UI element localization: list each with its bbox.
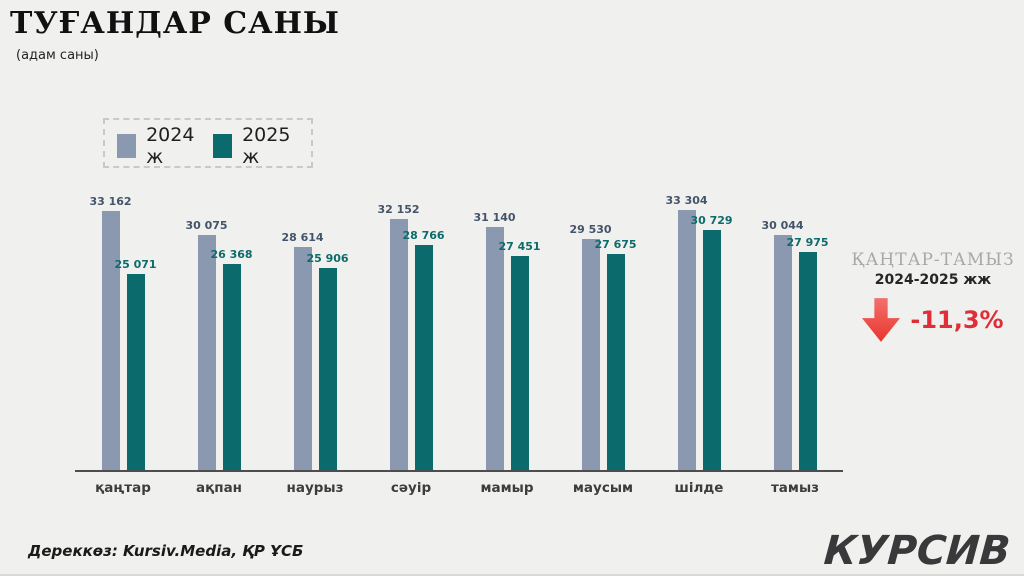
value-label: 27 451 — [498, 240, 541, 253]
bar-group-маусым: 29 530 27 675 — [555, 210, 651, 470]
bar-chart: 33 162 25 071 30 075 26 368 28 614 25 906 32 1… — [75, 194, 843, 470]
chart-legend: 2024 ж 2025 ж — [103, 118, 313, 168]
value-label: 28 766 — [402, 229, 445, 242]
summary-annotation: ҚАҢТАР-ТАМЫЗ 2024-2025 жж -11,3% — [848, 250, 1018, 342]
bar-2025-ж — [702, 230, 721, 470]
value-label: 32 152 — [377, 203, 420, 216]
value-label: 33 304 — [665, 194, 708, 207]
x-axis-label-наурыз: наурыз — [286, 480, 344, 496]
value-label: 26 368 — [210, 248, 253, 261]
value-label: 33 162 — [89, 195, 132, 208]
legend-label-2024: 2024 ж — [146, 124, 195, 168]
annotation-period: ҚАҢТАР-ТАМЫЗ — [851, 250, 1015, 270]
bar-2024-ж — [197, 235, 216, 470]
x-axis-label-мамыр: мамыр — [480, 480, 534, 496]
bar-group-қаңтар: 33 162 25 071 — [75, 195, 171, 470]
x-axis-labels: қаңтар ақпан наурыз сәуір мамыр маусым шілде та… — [75, 480, 843, 496]
bar-2025-ж — [798, 252, 817, 470]
bar-group-ақпан: 30 075 26 368 — [171, 210, 267, 470]
bar-col: 27 675 — [594, 210, 637, 470]
bar-2025-ж — [318, 268, 337, 470]
bar-col: 32 152 — [377, 203, 420, 470]
bar-col: 27 975 — [786, 210, 829, 470]
bar-2025-ж — [222, 264, 241, 470]
bar-2024-ж — [773, 235, 792, 470]
bar-col: 25 071 — [114, 210, 157, 470]
bar-col: 27 451 — [498, 210, 541, 470]
bar-2024-ж — [677, 210, 696, 470]
change-percent: -11,3% — [910, 306, 1004, 334]
bar-col: 30 044 — [761, 210, 804, 470]
bar-col: 28 766 — [402, 210, 445, 470]
value-label: 28 614 — [281, 231, 324, 244]
kursiv-logo: КУРСИВ — [822, 528, 1012, 574]
value-label: 25 906 — [306, 252, 349, 265]
x-axis-line — [75, 470, 843, 472]
value-label: 27 975 — [786, 236, 829, 249]
legend-swatch-2025 — [213, 134, 233, 158]
bar-2025-ж — [606, 254, 625, 470]
bar-col: 28 614 — [281, 210, 324, 470]
bar-2024-ж — [389, 219, 408, 470]
red-down-arrow-icon — [862, 298, 901, 342]
bar-2024-ж — [293, 247, 312, 470]
value-label: 30 729 — [690, 214, 733, 227]
bar-col: 31 140 — [473, 210, 516, 470]
bar-group-тамыз: 30 044 27 975 — [747, 210, 843, 470]
x-axis-label-шілде: шілде — [674, 480, 724, 496]
legend-label-2025: 2025 ж — [242, 124, 291, 168]
bar-group-мамыр: 31 140 27 451 — [459, 210, 555, 470]
legend-swatch-2024 — [117, 134, 137, 158]
bar-2025-ж — [510, 256, 529, 470]
value-label: 31 140 — [473, 211, 516, 224]
page-title: ТУҒАНДАР САНЫ — [10, 6, 340, 41]
bar-col: 33 304 — [665, 194, 708, 470]
x-axis-label-ақпан: ақпан — [195, 480, 243, 496]
value-label: 30 075 — [185, 219, 228, 232]
page-subtitle: (адам саны) — [16, 48, 99, 63]
bar-col: 30 729 — [690, 210, 733, 470]
bar-2024-ж — [485, 227, 504, 470]
bar-group-шілде: 33 304 30 729 — [651, 194, 747, 470]
bar-group-наурыз: 28 614 25 906 — [267, 210, 363, 470]
x-axis-label-сәуір: сәуір — [390, 480, 432, 496]
value-label: 27 675 — [594, 238, 637, 251]
bar-col: 30 075 — [185, 210, 228, 470]
bar-group-сәуір: 32 152 28 766 — [363, 203, 459, 470]
x-axis-label-тамыз: тамыз — [770, 480, 820, 496]
value-label: 25 071 — [114, 258, 157, 271]
bar-2025-ж — [414, 245, 433, 470]
bar-col: 25 906 — [306, 210, 349, 470]
bar-col: 33 162 — [89, 195, 132, 470]
bar-2024-ж — [101, 211, 120, 470]
x-axis-label-маусым: маусым — [572, 480, 634, 496]
bar-col: 29 530 — [569, 210, 612, 470]
value-label: 29 530 — [569, 223, 612, 236]
bar-2025-ж — [126, 274, 145, 470]
value-label: 30 044 — [761, 219, 804, 232]
bar-col: 26 368 — [210, 210, 253, 470]
source-credit: Дереккөз: Kursiv.Media, ҚР ҰСБ — [28, 542, 304, 560]
annotation-years: 2024-2025 жж — [874, 272, 992, 288]
bar-2024-ж — [581, 239, 600, 470]
x-axis-label-қаңтар: қаңтар — [95, 480, 151, 496]
